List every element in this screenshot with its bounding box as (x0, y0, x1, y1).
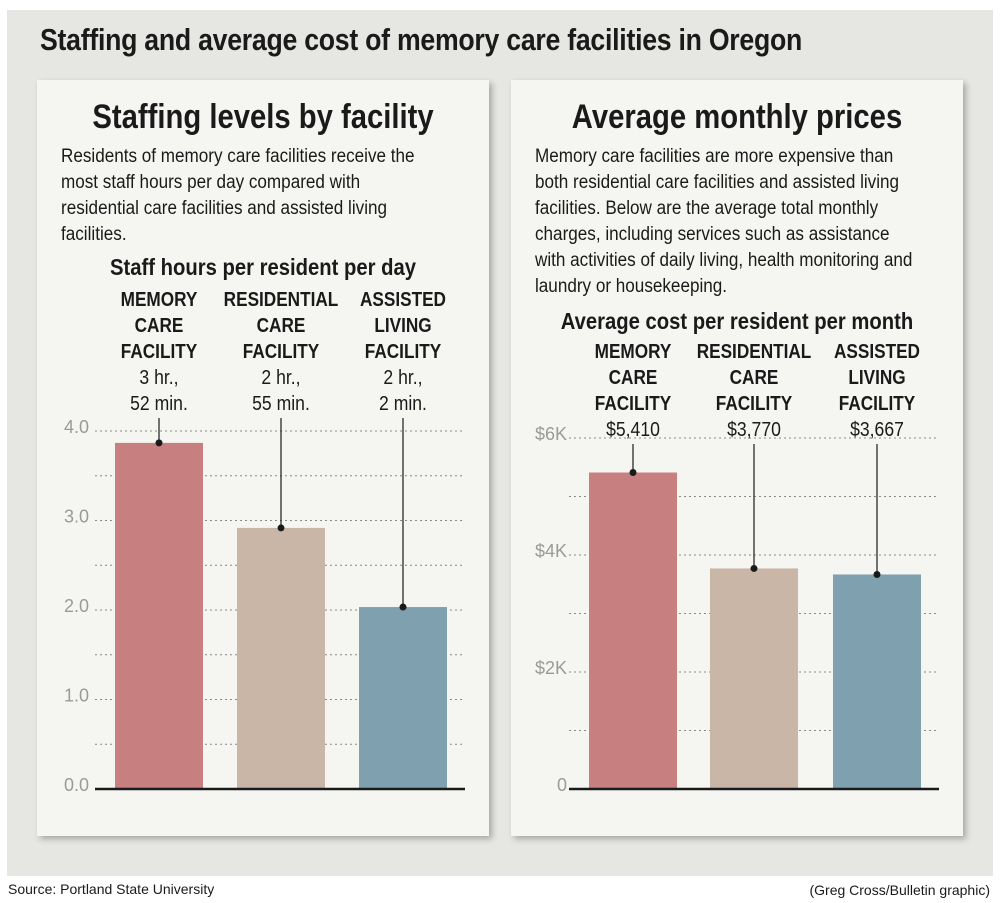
category-label: FACILITY (595, 392, 672, 415)
prices-chart-title: Average cost per resident per month (560, 308, 914, 334)
category-label: LIVING (848, 366, 905, 389)
category-label: LIVING (374, 314, 431, 337)
value-label: 2 hr., (383, 366, 422, 388)
staffing-chart-title: Staff hours per resident per day (110, 254, 416, 280)
category-label: CARE (135, 314, 184, 337)
staffing-chart: 0.0 1.0 2.0 3.0 4.0 MEMORY CARE FACILITY 3 hr., 5… (64, 288, 465, 795)
category-label: FACILITY (121, 340, 198, 363)
bar (833, 574, 921, 789)
bar (115, 442, 203, 789)
value-label: 2 hr., (261, 366, 300, 388)
y-tick-label: 0.0 (64, 775, 89, 795)
category-label: MEMORY (595, 340, 672, 363)
y-tick-label: $6K (535, 424, 567, 444)
value-dot (399, 603, 407, 611)
value-label: 55 min. (252, 392, 310, 414)
staffing-panel-description: Residents of memory care facilities rece… (61, 146, 415, 245)
y-tick-label: 1.0 (64, 686, 89, 706)
y-tick-label: 3.0 (64, 507, 89, 527)
y-tick-label: $2K (535, 658, 567, 678)
category-label: FACILITY (365, 340, 442, 363)
staffing-panel-title: Staffing levels by facility (92, 98, 434, 136)
value-dot (629, 469, 637, 477)
category-label: FACILITY (839, 392, 916, 415)
staffing-panel: Staffing levels by facility Residents of… (37, 80, 489, 836)
category-label: MEMORY (121, 288, 198, 311)
y-tick-label: $4K (535, 541, 567, 561)
graphic-credit: (Greg Cross/Bulletin graphic) (809, 882, 990, 898)
source-note: Source: Portland State University (8, 881, 215, 897)
bar (710, 568, 798, 789)
category-label: CARE (730, 366, 779, 389)
y-tick-label: 2.0 (64, 596, 89, 616)
category-label: CARE (257, 314, 306, 337)
value-label: 3 hr., (139, 366, 178, 388)
value-label: 2 min. (379, 392, 427, 414)
bar (589, 472, 677, 789)
prices-panel-description: Memory care facilities are more expensiv… (535, 146, 913, 297)
value-label: $3,667 (850, 418, 904, 440)
main-title: Staffing and average cost of memory care… (40, 22, 803, 57)
prices-panel: Average monthly prices Memory care facil… (511, 80, 963, 836)
value-dot (277, 524, 285, 532)
category-label: ASSISTED (834, 340, 920, 363)
value-dot (873, 570, 881, 578)
bar (237, 527, 325, 789)
bar (359, 607, 447, 789)
prices-panel-title: Average monthly prices (571, 98, 903, 136)
value-label: 52 min. (130, 392, 188, 414)
value-dot (155, 439, 163, 447)
y-tick-label: 0 (557, 775, 567, 795)
category-label: FACILITY (243, 340, 320, 363)
value-label: $5,410 (606, 418, 660, 440)
category-label: CARE (609, 366, 658, 389)
category-label: ASSISTED (360, 288, 446, 311)
prices-chart: 0 $2K $4K $6K MEMORY CARE FACILITY $5,410 RESIDE… (535, 340, 939, 795)
category-label: RESIDENTIAL (697, 340, 812, 363)
category-label: RESIDENTIAL (224, 288, 339, 311)
value-dot (750, 564, 758, 572)
category-label: FACILITY (716, 392, 793, 415)
value-label: $3,770 (727, 418, 781, 440)
y-tick-label: 4.0 (64, 417, 89, 437)
